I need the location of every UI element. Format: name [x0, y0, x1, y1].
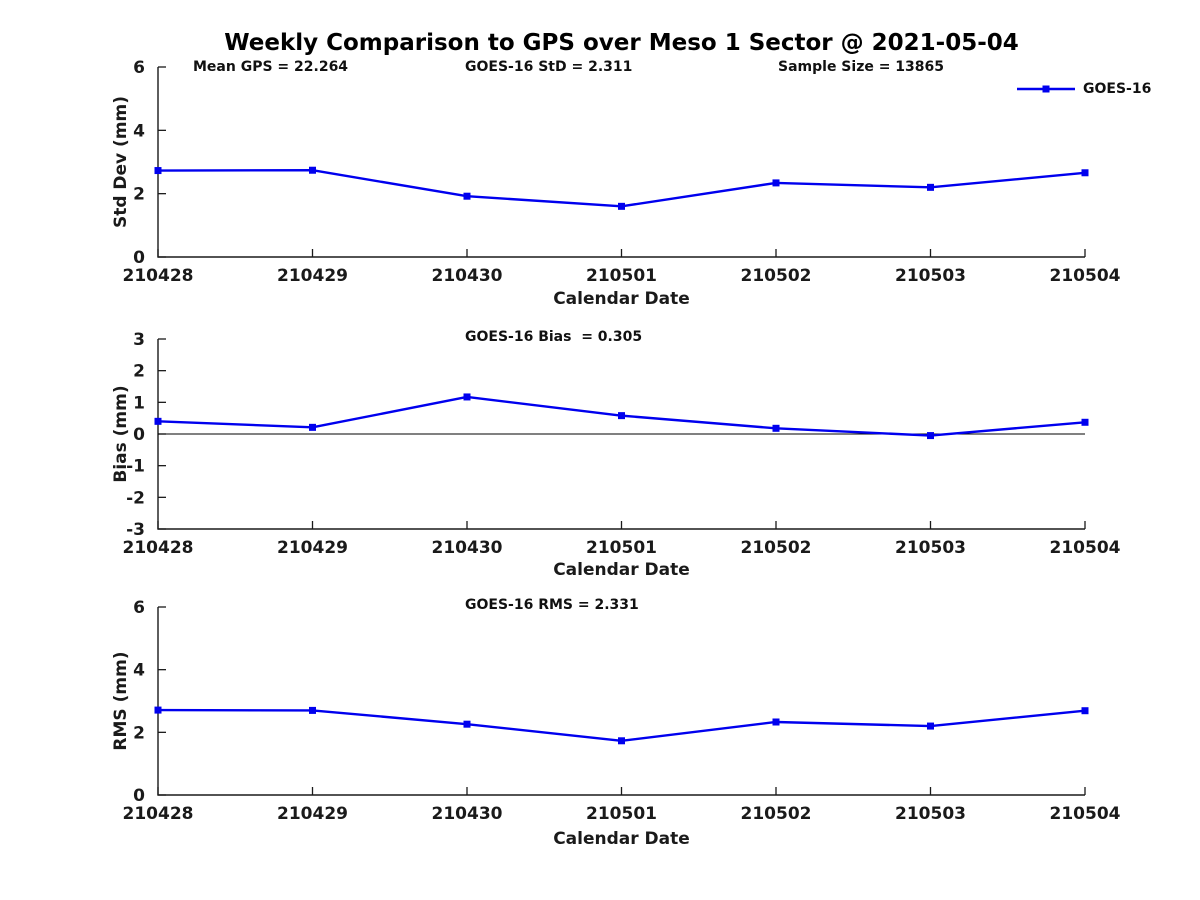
- legend-label: GOES-16: [1083, 81, 1152, 97]
- stddev-y-axis-label: Std Dev (mm): [111, 95, 131, 229]
- goes16-marker: [927, 432, 934, 440]
- goes16-marker: [618, 202, 625, 210]
- figure-title: Weekly Comparison to GPS over Meso 1 Sec…: [224, 30, 1019, 56]
- goes16-marker: [1081, 169, 1089, 177]
- goes16-marker: [618, 412, 625, 420]
- goes16-line: [157, 708, 1086, 742]
- x-tick-label: 210502: [741, 804, 812, 824]
- goes16-marker: [618, 737, 625, 745]
- mean-gps-annotation: Mean GPS = 22.264: [193, 59, 349, 75]
- legend-line-sample-icon: [1017, 85, 1075, 93]
- y-tick-label: 6: [133, 598, 145, 618]
- y-tick-label: -2: [126, 488, 145, 508]
- y-tick-label: 2: [133, 185, 145, 205]
- goes16-marker: [309, 423, 316, 431]
- rms-y-axis-label: RMS (mm): [111, 651, 131, 751]
- x-tick-label: 210429: [277, 804, 348, 824]
- x-tick-label: 210428: [123, 538, 194, 558]
- y-tick-label: 0: [133, 786, 145, 806]
- x-tick-label: 210503: [895, 538, 966, 558]
- goes16-marker: [772, 179, 780, 187]
- x-tick-label: 210501: [586, 538, 657, 558]
- y-tick-label: 3: [133, 330, 145, 350]
- y-tick-label: 1: [133, 393, 145, 413]
- axis-spines: [157, 67, 1085, 258]
- bias-y-axis-label: Bias (mm): [111, 385, 131, 483]
- y-tick-label: 2: [133, 723, 145, 743]
- rms-chart: 0 2 4 6 210428 210429 210430 210501 210502 210503…: [123, 598, 1121, 824]
- x-tick-label: 210504: [1050, 804, 1121, 824]
- bias-chart: -3 -2 -1 0 1 2 3 210428 210429 210430 210501 210502…: [123, 330, 1121, 558]
- x-tick-label: 210501: [586, 266, 657, 286]
- x-tick-label: 210504: [1050, 538, 1121, 558]
- goes16-marker: [772, 718, 780, 726]
- goes16-marker: [463, 720, 471, 728]
- goes16-marker: [154, 706, 162, 714]
- x-tick-label: 210430: [432, 538, 503, 558]
- stddev-chart: 0 2 4 6 210428 210429 210430 210501 210502 210503…: [123, 58, 1121, 286]
- bias-x-axis-label: Calendar Date: [553, 560, 690, 580]
- y-tick-label: -1: [126, 457, 145, 477]
- x-tick-label: 210430: [432, 266, 503, 286]
- axis-spines: [157, 607, 1085, 796]
- goes16-marker: [463, 192, 471, 200]
- rms-x-axis-label: Calendar Date: [553, 829, 690, 849]
- x-tick-label: 210503: [895, 804, 966, 824]
- x-tick-label: 210502: [741, 538, 812, 558]
- goes16-bias-annotation: GOES-16 Bias = 0.305: [465, 329, 643, 345]
- y-tick-label: 2: [133, 362, 145, 382]
- y-tick-label: 0: [133, 248, 145, 268]
- goes16-marker: [772, 424, 780, 432]
- y-tick-label: 0: [133, 425, 145, 445]
- x-tick-label: 210428: [123, 804, 194, 824]
- x-tick-label: 210504: [1050, 266, 1121, 286]
- stddev-x-axis-label: Calendar Date: [553, 289, 690, 309]
- legend: GOES-16: [1016, 81, 1151, 97]
- goes16-marker: [463, 393, 471, 401]
- goes16-marker: [154, 167, 162, 175]
- goes16-marker: [927, 183, 934, 191]
- x-tick-label: 210428: [123, 266, 194, 286]
- goes16-marker: [309, 166, 316, 174]
- goes16-std-annotation: GOES-16 StD = 2.311: [465, 59, 633, 75]
- x-tick-label: 210501: [586, 804, 657, 824]
- goes16-marker: [927, 722, 934, 730]
- goes16-marker: [154, 417, 162, 425]
- y-tick-label: -3: [126, 520, 145, 540]
- goes16-marker: [1081, 707, 1089, 715]
- x-tick-label: 210502: [741, 266, 812, 286]
- x-tick-label: 210429: [277, 266, 348, 286]
- goes16-marker: [1081, 418, 1089, 426]
- x-tick-label: 210503: [895, 266, 966, 286]
- goes16-line: [157, 169, 1086, 208]
- sample-size-annotation: Sample Size = 13865: [778, 59, 945, 75]
- y-tick-label: 6: [133, 58, 145, 78]
- goes16-marker: [309, 706, 316, 714]
- goes16-rms-annotation: GOES-16 RMS = 2.331: [465, 597, 639, 613]
- y-tick-label: 4: [133, 661, 145, 681]
- x-tick-label: 210429: [277, 538, 348, 558]
- y-tick-label: 4: [133, 121, 145, 141]
- x-tick-label: 210430: [432, 804, 503, 824]
